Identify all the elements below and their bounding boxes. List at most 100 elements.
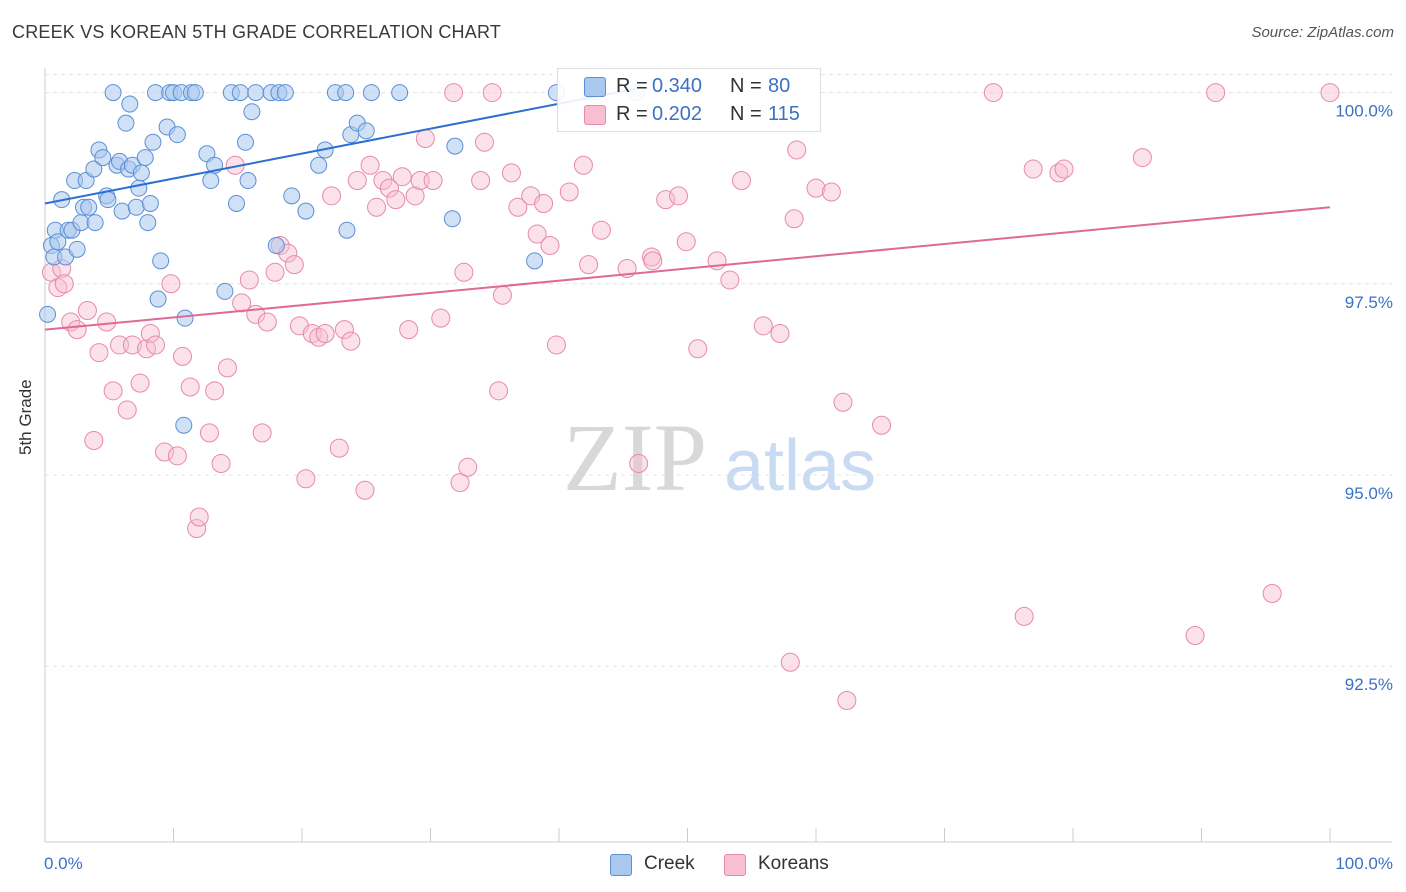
creek-point [446, 137, 464, 155]
creek-point [104, 84, 122, 102]
chart-title: CREEK VS KOREAN 5TH GRADE CORRELATION CH… [12, 22, 502, 42]
bottom-creek-label: Creek [644, 853, 695, 874]
korean-point [77, 301, 97, 321]
y-tick-label: 97.5% [1345, 293, 1393, 312]
creek-point [231, 84, 249, 102]
korean-point [386, 190, 406, 210]
korean-point [676, 232, 696, 252]
korean-point [629, 453, 649, 473]
korean-point [780, 652, 800, 672]
koreans-n-value: 115 [768, 103, 800, 125]
creek-point [247, 84, 265, 102]
korean-point [373, 171, 393, 191]
korean-point [155, 442, 175, 462]
korean-point [367, 197, 387, 217]
creek-point [132, 164, 150, 182]
korean-point [1185, 626, 1205, 646]
creek-point [127, 198, 145, 216]
creek-point [202, 172, 220, 190]
creek-point [141, 194, 159, 212]
korean-point [753, 316, 773, 336]
creek-point [139, 214, 157, 232]
korean-point [471, 171, 491, 191]
creek-point [276, 84, 294, 102]
korean-point [787, 140, 807, 160]
trend-lines [44, 87, 1331, 331]
korean-point [189, 507, 209, 527]
korean-point [97, 312, 117, 332]
creek-point [526, 252, 544, 270]
korean-point [187, 518, 207, 538]
korean-point [1206, 83, 1226, 103]
creek-point [243, 103, 261, 121]
korean-point [643, 251, 663, 271]
korean-point [239, 270, 259, 290]
koreans-swatch [584, 105, 606, 125]
bottom-creek-swatch [610, 854, 632, 876]
creek-point [357, 122, 375, 140]
creek-r-label: R = [616, 75, 648, 97]
korean-point [656, 190, 676, 210]
korean-point [573, 155, 593, 175]
korean-point [360, 155, 380, 175]
korean-point [454, 262, 474, 282]
creek-point [39, 305, 57, 323]
creek-point [80, 198, 98, 216]
creek-point [267, 237, 285, 255]
creek-point [121, 95, 139, 113]
korean-point [423, 171, 443, 191]
tick-labels: 92.5% 95.0% 97.5% 100.0% 0.0% 100.0% [44, 102, 1393, 873]
creek-point [337, 84, 355, 102]
x-tick-label-end: 100.0% [1335, 854, 1393, 873]
koreans-n-label: N = [730, 103, 762, 125]
creek-point [168, 126, 186, 144]
korean-point [180, 377, 200, 397]
creek-trend-line [44, 87, 637, 205]
korean-point [431, 308, 451, 328]
korean-point [172, 346, 192, 366]
korean-point [405, 186, 425, 206]
creek-swatch [584, 77, 606, 97]
korean-point [482, 83, 502, 103]
creek-point [443, 210, 461, 228]
x-tick-label-start: 0.0% [44, 854, 83, 873]
korean-point [379, 178, 399, 198]
korean-point [1320, 83, 1340, 103]
korean-point [527, 224, 547, 244]
y-tick-label: 95.0% [1345, 484, 1393, 503]
korean-point [146, 335, 166, 355]
korean-point [329, 438, 349, 458]
korean-point [821, 182, 841, 202]
korean-point [1049, 163, 1069, 183]
korean-point [130, 373, 150, 393]
creek-point [310, 156, 328, 174]
korean-point [341, 331, 361, 351]
y-tick-label: 100.0% [1335, 102, 1393, 121]
creek-point [68, 240, 86, 258]
creek-point [86, 214, 104, 232]
watermark-zip: ZIP [563, 404, 707, 511]
korean-point [199, 423, 219, 443]
creek-point [239, 172, 257, 190]
korean-points [41, 83, 1340, 711]
creek-n-value: 80 [768, 75, 791, 97]
korean-point [67, 320, 87, 340]
korean-point [217, 358, 237, 378]
korean-point [833, 392, 853, 412]
creek-point [136, 149, 154, 167]
korean-point [688, 339, 708, 359]
korean-point [474, 132, 494, 152]
korean-point [167, 446, 187, 466]
creek-r-value: 0.340 [652, 75, 703, 97]
creek-point [186, 84, 204, 102]
korean-point [508, 197, 528, 217]
creek-point [49, 233, 67, 251]
watermark-atlas: atlas [724, 426, 876, 506]
korean-point [534, 193, 554, 213]
source-label: Source: ZipAtlas.com [1251, 24, 1394, 41]
korean-point [559, 182, 579, 202]
korean-point [334, 320, 354, 340]
korean-point [540, 236, 560, 256]
korean-point [983, 83, 1003, 103]
